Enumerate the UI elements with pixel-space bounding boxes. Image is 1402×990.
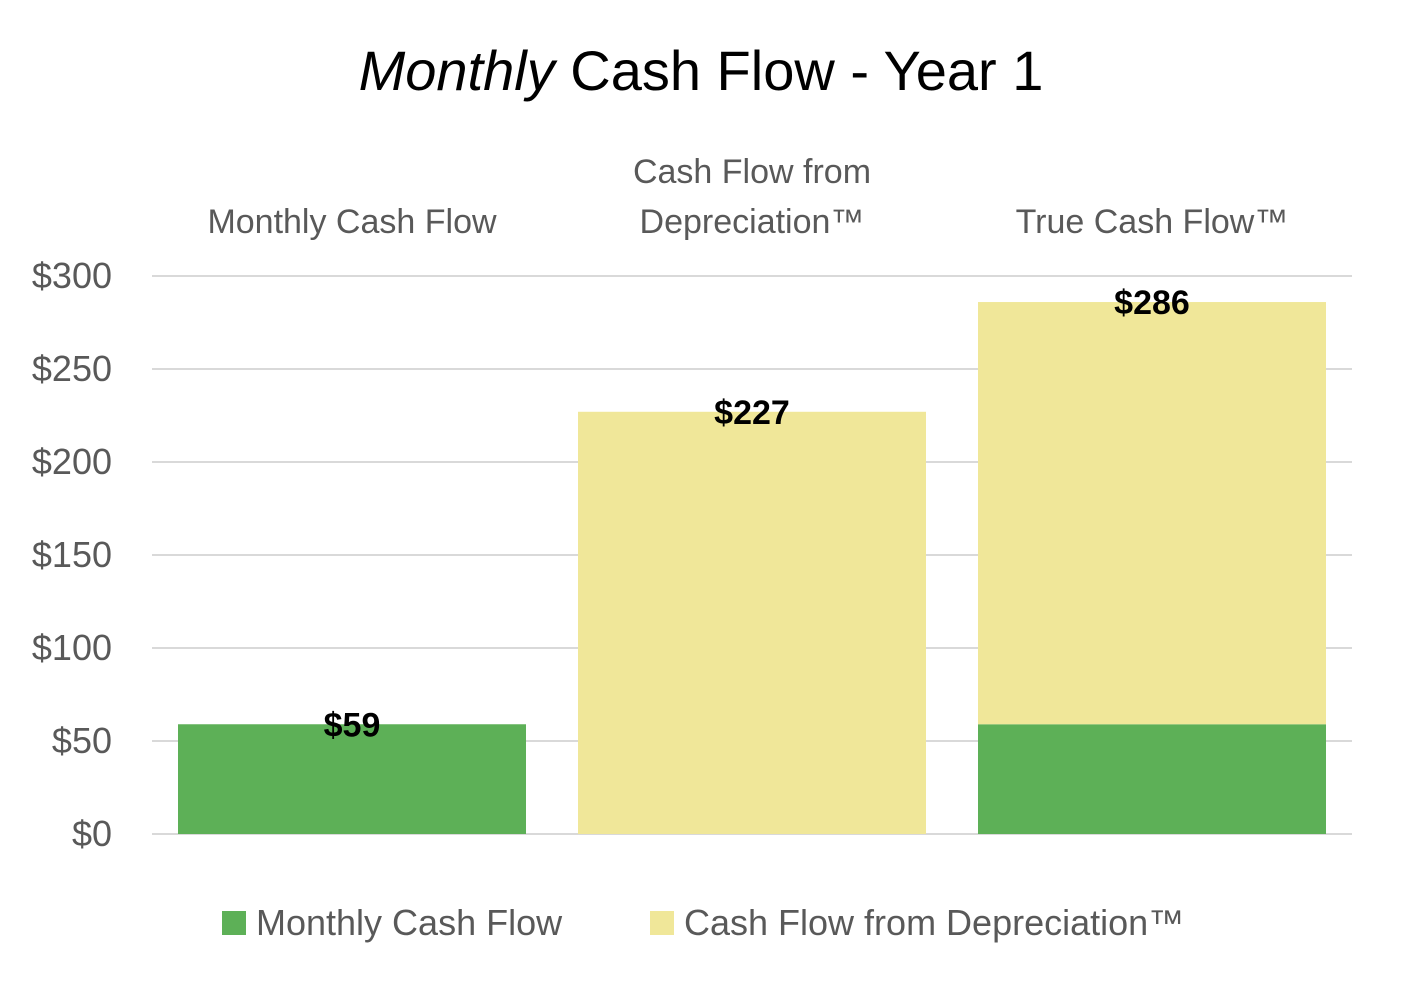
legend-swatch xyxy=(222,911,246,935)
chart-title: Monthly Cash Flow - Year 1 xyxy=(0,38,1402,103)
y-tick-label: $200 xyxy=(32,441,112,482)
y-tick-label: $300 xyxy=(32,255,112,296)
bar-segment xyxy=(978,724,1326,834)
chart-title-emphasis: Monthly xyxy=(358,39,555,102)
y-tick-label: $0 xyxy=(72,813,112,854)
legend: Monthly Cash Flow Cash Flow from Deprecia… xyxy=(222,902,1184,943)
data-label: $227 xyxy=(714,394,790,432)
category-labels: Monthly Cash Flow Cash Flow from Depreciat… xyxy=(207,153,1288,241)
category-label: Monthly Cash Flow xyxy=(207,203,497,241)
y-axis: $0 $50 $100 $150 $200 $250 $300 xyxy=(32,255,112,854)
bar-segment xyxy=(178,724,526,834)
category-label: True Cash Flow™ xyxy=(1016,203,1289,241)
data-label: $59 xyxy=(324,706,381,744)
y-tick-label: $50 xyxy=(52,720,112,761)
bar-segment xyxy=(978,302,1326,725)
y-tick-label: $150 xyxy=(32,534,112,575)
legend-label: Cash Flow from Depreciation™ xyxy=(684,902,1184,943)
category-label: Cash Flow from Depreciation™ xyxy=(633,153,871,241)
bars xyxy=(178,302,1326,834)
y-tick-label: $100 xyxy=(32,627,112,668)
bar-segment xyxy=(578,411,926,834)
legend-label: Monthly Cash Flow xyxy=(256,902,563,943)
chart-title-rest: Cash Flow - Year 1 xyxy=(554,39,1044,102)
data-label: $286 xyxy=(1114,284,1190,322)
legend-swatch xyxy=(650,911,674,935)
data-labels: $59 $227 $286 xyxy=(324,284,1190,744)
y-tick-label: $250 xyxy=(32,348,112,389)
